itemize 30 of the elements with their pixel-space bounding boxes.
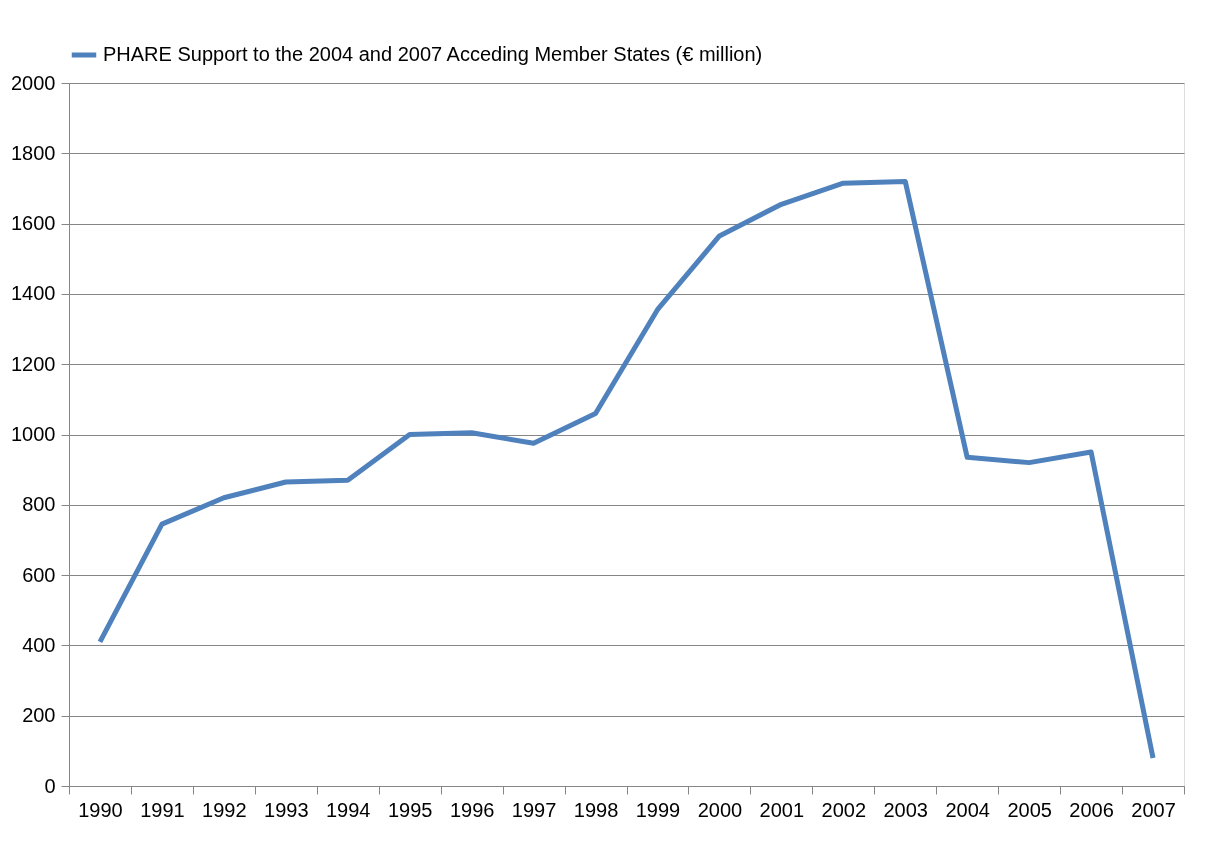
x-tick-label: 2002: [821, 798, 867, 821]
x-tick-label: 1992: [202, 798, 247, 821]
y-tick-label: 1000: [11, 423, 56, 445]
y-tick-label: 1200: [11, 352, 56, 375]
x-tick-label: 1993: [264, 798, 309, 821]
x-tick-label: 2005: [1007, 798, 1052, 821]
x-tick-label: 1997: [511, 798, 557, 821]
y-tick-label: 600: [22, 563, 56, 586]
y-tick-label: 0: [44, 774, 56, 797]
y-tick-label: 1800: [11, 141, 56, 164]
legend-label: PHARE Support to the 2004 and 2007 Acceding Member States (€ million): [103, 43, 763, 65]
y-tick-label: 400: [22, 633, 56, 656]
y-tick-label: 1600: [11, 212, 56, 235]
x-tick-label: 2003: [883, 798, 928, 821]
x-tick-label: 1998: [573, 798, 619, 821]
y-tick-label: 1400: [11, 282, 56, 305]
x-tick-label: 2001: [759, 798, 805, 821]
x-tick-label: 1999: [635, 798, 681, 821]
x-tick-label: 2000: [697, 798, 743, 821]
x-tick-label: 2007: [1131, 798, 1176, 821]
y-tick-label: 800: [22, 493, 56, 516]
y-tick-label: 200: [22, 704, 56, 727]
x-tick-label: 2004: [945, 798, 990, 821]
x-tick-label: 1994: [326, 798, 371, 821]
x-tick-label: 1990: [78, 798, 123, 821]
x-tick-label: 1996: [449, 798, 495, 821]
x-tick-label: 1991: [140, 798, 185, 821]
x-tick-label: 2006: [1069, 798, 1114, 821]
y-tick-label: 2000: [11, 71, 56, 94]
x-tick-label: 1995: [387, 798, 433, 821]
